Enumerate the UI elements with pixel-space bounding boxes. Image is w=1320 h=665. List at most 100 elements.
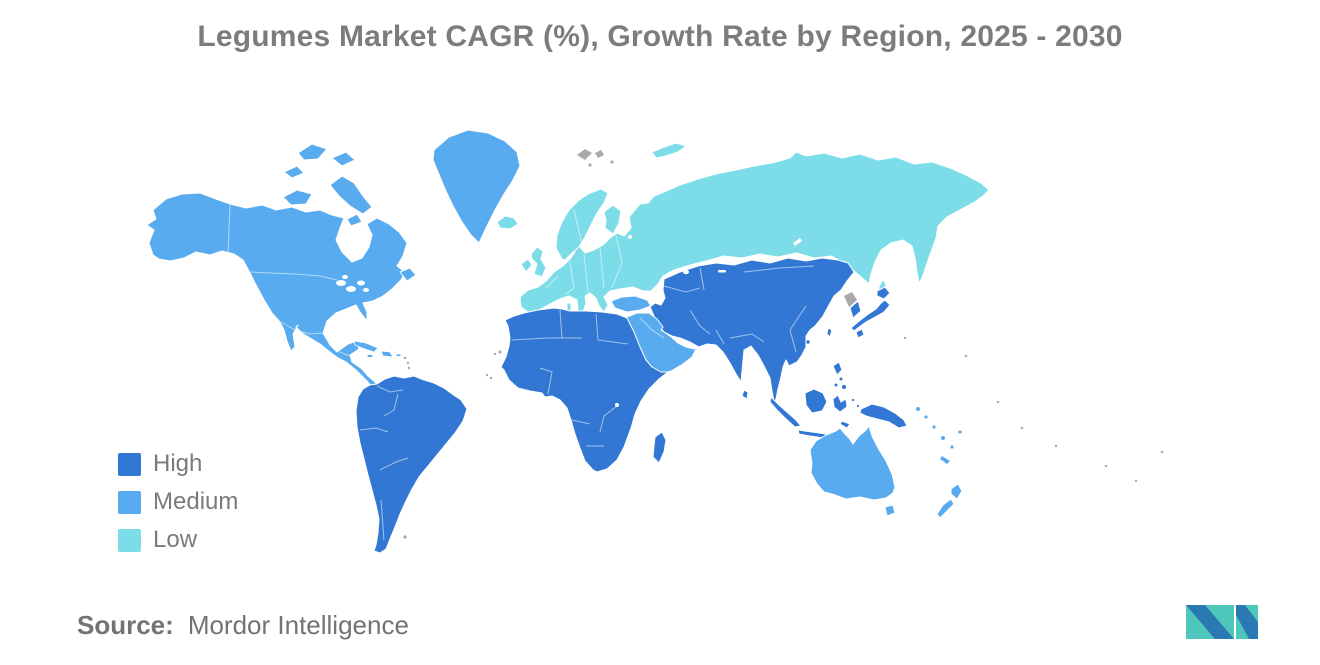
island-jamaica [366,354,374,358]
landmass-finland [603,204,622,235]
island-svalbard-4 [610,160,614,164]
island-sri-lanka [741,389,749,400]
island-great-britain [530,246,547,278]
island-canary-1 [498,350,502,354]
island-queen-elizabeth [331,151,356,167]
region-pacific-islands [916,407,962,464]
region-south-america [355,375,468,554]
island-borneo [804,388,828,414]
island-cape-verde-1 [485,373,489,377]
region-asia [649,257,908,439]
region-not-covered [403,149,1164,539]
island-taiwan [826,327,833,338]
island-pacific-3 [1020,426,1024,430]
island-baffin [329,175,373,215]
legend: High Medium Low [118,452,238,566]
island-moluccas-2 [855,403,861,409]
island-sumatra [769,396,802,428]
island-antilles-3 [407,366,411,370]
landmass-scandinavia [555,188,609,261]
legend-swatch-high [118,452,141,476]
island-hokkaido [876,286,891,300]
landmass-eurasia-north [519,151,990,316]
region-europe-russia [496,142,990,323]
legend-item-low: Low [118,528,238,552]
source-label: Source: [77,610,174,640]
lakes [336,235,802,407]
island-ireland [520,258,533,273]
logo-left-diagonal-blue [1186,605,1234,639]
island-sulawesi [832,394,848,413]
island-nz-south [936,498,955,519]
region-africa [500,307,669,473]
island-honshu [850,299,891,332]
region-north-korea [844,292,857,307]
island-sardinia [566,302,572,312]
island-newfoundland [399,267,417,282]
island-canary-2 [493,352,497,356]
island-falkland [403,535,407,539]
island-victoria [282,189,313,206]
island-pacific-4 [1054,444,1058,448]
island-luzon [832,361,843,376]
island-antilles-2 [406,361,410,365]
island-ellesmere [297,143,328,161]
island-palawan [833,382,839,388]
legend-label-low: Low [153,526,198,553]
island-svalbard-2 [595,150,604,158]
legend-swatch-medium [118,490,141,514]
island-pacific-8 [903,336,907,340]
island-moluccas-1 [850,397,856,403]
country-borders [227,204,815,541]
island-java [797,429,827,439]
island-pacific-6 [1134,479,1138,483]
island-pacific-7 [1160,450,1164,454]
landmass-north-america [146,192,408,389]
island-greenland [432,129,521,244]
island-tasmania [884,504,896,517]
legend-item-high: High [118,452,238,476]
island-visayas [838,376,844,382]
island-timor [839,420,851,429]
island-southampton [346,213,363,227]
landmass-africa [500,307,669,473]
legend-label-medium: Medium [153,488,239,515]
island-novaya-zemlya [651,142,687,159]
landmass-turkey [610,295,652,313]
island-banks [283,165,305,179]
source-line: Source: Mordor Intelligence [77,610,409,641]
island-pacific-2 [996,400,1000,404]
region-australia-nz [809,425,963,519]
island-madagascar [652,431,667,464]
island-mindanao [841,384,847,390]
legend-item-medium: Medium [118,490,238,514]
source-value: Mordor Intelligence [187,610,409,640]
island-pacific-1 [964,354,968,358]
region-north-america [146,129,521,389]
page-title: Legumes Market CAGR (%), Growth Rate by … [197,20,1123,53]
region-caribbean [353,340,402,358]
landmass-australia [809,425,896,501]
island-cuba [353,340,379,353]
region-south-korea [849,300,862,319]
legend-label-high: High [153,450,203,477]
island-pacific-5 [1104,464,1108,468]
landmass-south-america [355,375,468,554]
island-kyushu [855,328,865,339]
island-svalbard-3 [588,163,592,167]
island-svalbard-1 [577,149,592,160]
island-hainan [805,339,811,345]
landmass-asia-main [649,257,855,403]
island-new-caledonia [940,456,950,464]
island-new-guinea [859,403,908,429]
island-iceland [496,215,519,230]
island-hispaniola [380,350,394,358]
island-nz-north [950,483,963,500]
island-antilles-1 [403,356,407,360]
island-puerto-rico [395,353,402,357]
logo-right-diagonal-blue [1236,605,1258,639]
legend-swatch-low [118,528,141,552]
island-cape-verde-2 [489,376,493,380]
